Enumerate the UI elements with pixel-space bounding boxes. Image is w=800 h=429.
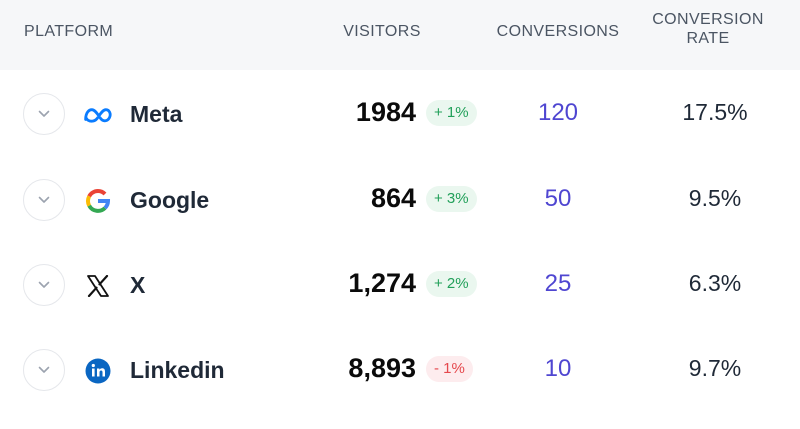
platform-name: X (130, 272, 146, 298)
header-platform[interactable]: PLATFORM (24, 23, 114, 40)
visitors-change-badge: - 1% (426, 356, 473, 382)
meta-icon (83, 101, 113, 129)
google-icon (83, 187, 113, 215)
table-header: PLATFORM VISITORS CONVERSIONS CONVERSION… (0, 0, 800, 70)
header-visitors[interactable]: VISITORS (343, 23, 421, 40)
table-row[interactable]: Google 864 + 3% 50 9.5% (0, 157, 800, 243)
conversions-value: 50 (544, 185, 572, 212)
expand-row-button[interactable] (23, 349, 65, 391)
header-conversion-rate-line2: RATE (686, 30, 730, 47)
chevron-down-icon (38, 366, 50, 373)
conversion-rate-value: 9.7% (688, 355, 742, 381)
conversions-value: 25 (544, 270, 572, 297)
visitors-value: 864 (370, 183, 416, 213)
visitors-value: 8,893 (348, 353, 416, 383)
expand-row-button[interactable] (23, 179, 65, 221)
chevron-down-icon (38, 196, 50, 203)
visitors-change-badge: + 1% (426, 100, 477, 126)
visitors-change-badge: + 3% (426, 186, 477, 212)
conversions-value: 120 (537, 99, 579, 126)
linkedin-icon (83, 357, 113, 385)
x-icon (83, 272, 113, 300)
conversion-rate-value: 6.3% (688, 270, 742, 296)
header-conversions[interactable]: CONVERSIONS (496, 23, 620, 40)
table-row[interactable]: X 1,274 + 2% 25 6.3% (0, 242, 800, 328)
visitors-change-badge: + 2% (426, 271, 477, 297)
conversion-rate-value: 9.5% (688, 185, 742, 211)
chevron-down-icon (38, 281, 50, 288)
table-row[interactable]: Linkedin 8,893 - 1% 10 9.7% (0, 327, 800, 413)
expand-row-button[interactable] (23, 93, 65, 135)
visitors-value: 1,274 (348, 268, 416, 298)
expand-row-button[interactable] (23, 264, 65, 306)
conversion-rate-value: 17.5% (682, 99, 748, 125)
visitors-value: 1984 (355, 97, 416, 127)
header-conversion-rate[interactable]: CONVERSION RATE (648, 10, 768, 48)
conversions-value: 10 (544, 355, 572, 382)
chevron-down-icon (38, 110, 50, 117)
platform-name: Google (130, 187, 210, 213)
header-conversion-rate-line1: CONVERSION (652, 11, 764, 28)
table-row[interactable]: Meta 1984 + 1% 120 17.5% (0, 71, 800, 157)
platform-name: Meta (130, 101, 183, 127)
platform-name: Linkedin (130, 357, 225, 383)
